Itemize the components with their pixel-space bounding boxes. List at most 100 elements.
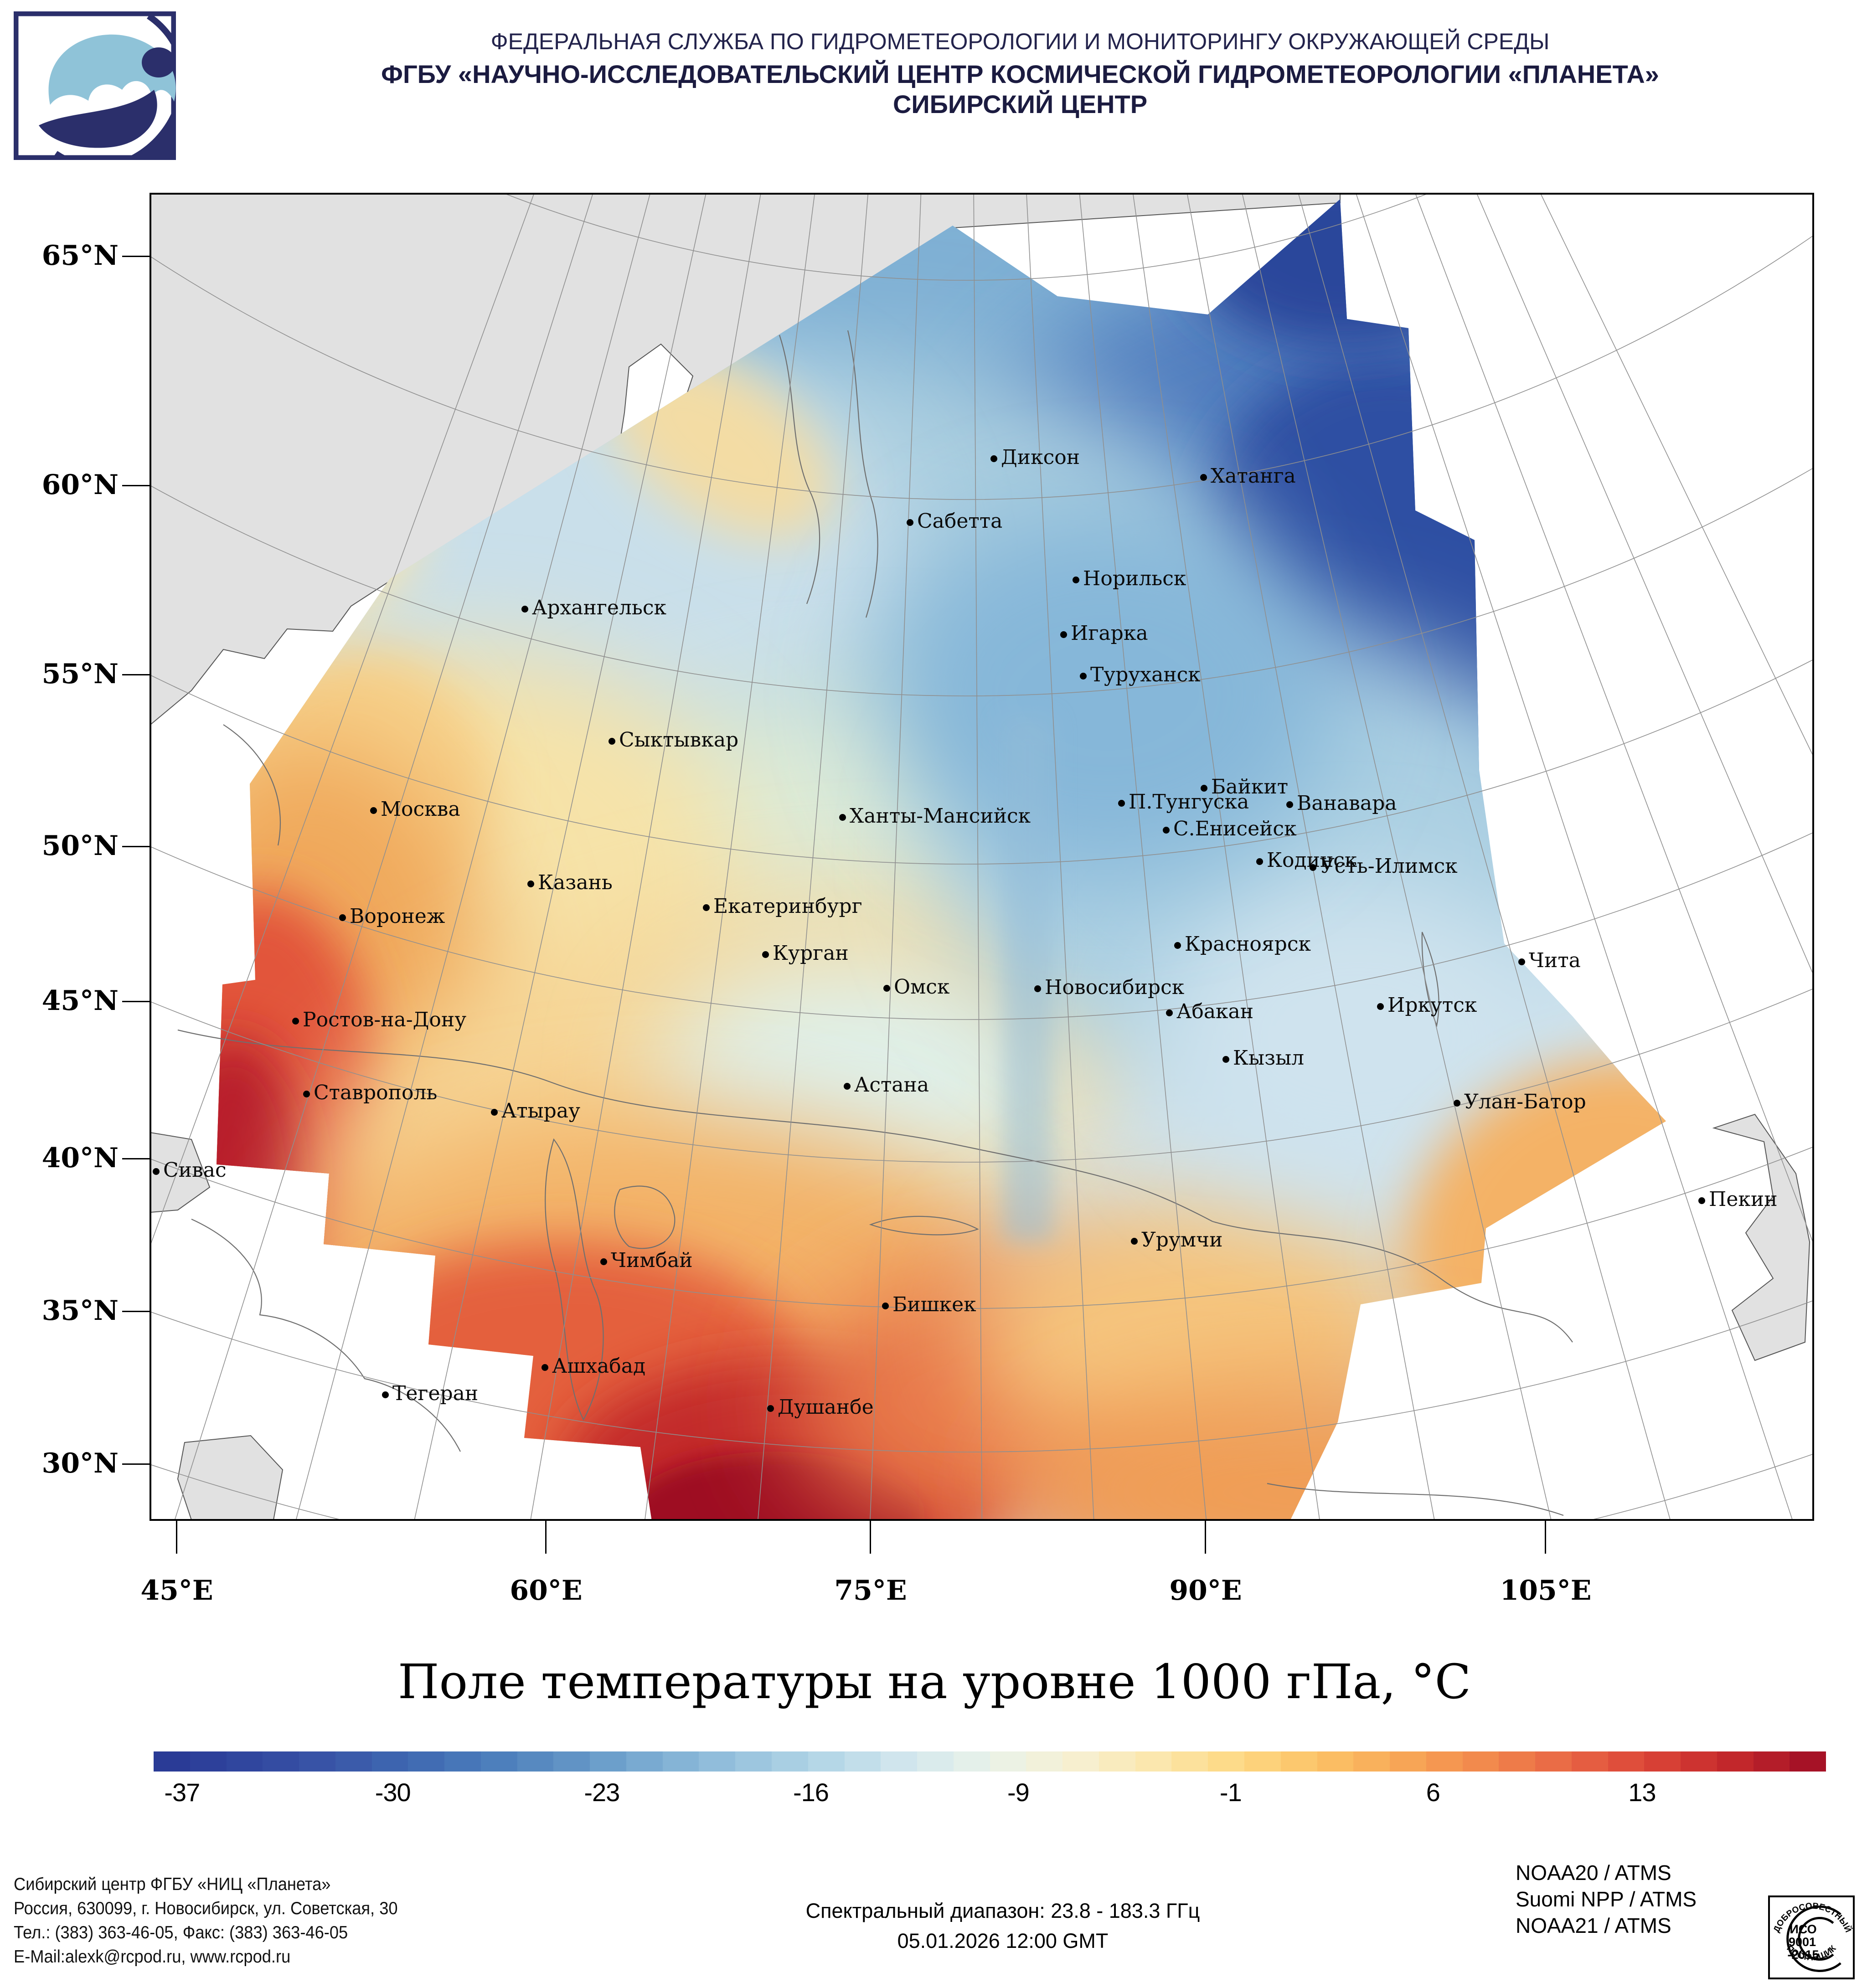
city-dot <box>153 1168 160 1175</box>
border-line <box>1421 932 1439 1027</box>
colorbar-tick-label: -1 <box>1219 1778 1242 1807</box>
city-label: Норильск <box>1083 567 1186 590</box>
lon-label: 105°E <box>1500 1575 1592 1607</box>
lon-label: 75°E <box>834 1575 907 1607</box>
city-label: Ванавара <box>1297 792 1397 815</box>
lon-label: 90°E <box>1169 1575 1242 1607</box>
city-dot <box>1256 858 1263 865</box>
city-dot <box>1222 1056 1229 1063</box>
meridian-95 <box>1132 194 1320 1520</box>
footer-center-block: Спектральный диапазон: 23.8 - 183.3 ГГц … <box>661 1896 1345 1956</box>
city-label: Ханты-Мансийск <box>850 804 1031 828</box>
colorbar-segment <box>1608 1751 1645 1772</box>
city-label: Архангельск <box>532 596 667 619</box>
border-line <box>223 724 281 846</box>
logo-wave <box>39 90 157 148</box>
city-label: Туруханск <box>1090 663 1201 686</box>
colorbar-segment <box>1717 1751 1754 1772</box>
colorbar-segment <box>1353 1751 1390 1772</box>
colorbar-segment <box>990 1751 1026 1772</box>
iso-9001-badge: ДОБРОСОВЕСТНЫЙ ПОСТАВЩИК ИСО 9001 -2015 <box>1768 1895 1855 1979</box>
city-dot <box>1200 474 1207 481</box>
temperature-map <box>150 193 1814 1521</box>
colorbar-segment <box>1208 1751 1244 1772</box>
city-dot <box>990 455 997 462</box>
header-line-3: СИБИРСКИЙ ЦЕНТР <box>892 90 1148 118</box>
colorbar-segment <box>1753 1751 1790 1772</box>
lon-tick <box>870 1521 871 1554</box>
lon-tick <box>1545 1521 1546 1554</box>
border-line <box>191 1218 461 1452</box>
colorbar-segment <box>808 1751 845 1772</box>
colorbar-segment <box>881 1751 918 1772</box>
colorbar-segment <box>735 1751 772 1772</box>
city-dot <box>882 1303 889 1309</box>
city-label: Чита <box>1529 949 1581 972</box>
meridian-80 <box>973 194 983 1520</box>
colorbar-tick-label: -16 <box>793 1778 829 1807</box>
colorbar-segment <box>154 1751 190 1772</box>
colorbar-segment <box>1462 1751 1499 1772</box>
city-dot <box>600 1258 607 1265</box>
header-line-1: ФЕДЕРАЛЬНАЯ СЛУЖБА ПО ГИДРОМЕТЕОРОЛОГИИ … <box>490 29 1550 54</box>
border-line <box>545 1138 604 1421</box>
datetime-stamp: 05.01.2026 12:00 GMT <box>897 1929 1109 1952</box>
iso-line3: -2015 <box>1787 1948 1819 1962</box>
meridian-50 <box>295 194 650 1520</box>
logo-satellite-dot <box>142 47 175 77</box>
city-label: Ставрополь <box>314 1081 438 1104</box>
iso-line2: 9001 <box>1789 1935 1816 1949</box>
iso-line1: ИСО <box>1790 1922 1816 1936</box>
header-line-2: ФГБУ «НАУЧНО-ИССЛЕДОВАТЕЛЬСКИЙ ЦЕНТР КОС… <box>381 60 1659 88</box>
meridian-65 <box>645 194 815 1520</box>
colorbar-segment <box>263 1751 299 1772</box>
swath-seam <box>1003 718 1053 1242</box>
footer-contact-line: Тел.: (383) 363-46-05, Факс: (383) 363-4… <box>14 1923 348 1942</box>
temp-blob <box>880 513 1336 877</box>
city-dot <box>382 1391 389 1398</box>
city-label: Омск <box>894 975 950 999</box>
colorbar-segment <box>917 1751 954 1772</box>
satellite-name: Suomi NPP / ATMS <box>1516 1887 1697 1911</box>
colorbar-segment <box>444 1751 481 1772</box>
footer-contact-line: Россия, 630099, г. Новосибирск, ул. Сове… <box>14 1899 398 1918</box>
colorbar-segment <box>1062 1751 1099 1772</box>
satellite-name: NOAA20 / ATMS <box>1516 1861 1671 1885</box>
temp-blob <box>1185 199 1504 349</box>
city-label: Екатеринбург <box>713 895 862 918</box>
spectral-range: Спектральный диапазон: 23.8 - 183.3 ГГц <box>805 1899 1200 1922</box>
colorbar-segment <box>190 1751 227 1772</box>
colorbar-segment <box>953 1751 990 1772</box>
city-label: Ростов-на-Дону <box>303 1008 467 1031</box>
colorbar-tick-label: -9 <box>1007 1778 1030 1807</box>
border-line <box>1212 1221 1573 1343</box>
meridian-115 <box>1356 194 1793 1520</box>
city-label: Сивас <box>163 1159 227 1182</box>
city-dot <box>521 606 528 613</box>
city-dot <box>1518 958 1525 965</box>
city-label: Ашхабад <box>552 1355 646 1378</box>
city-label: Урумчи <box>1141 1228 1223 1252</box>
border-line <box>177 1029 1213 1222</box>
city-dot <box>907 519 913 526</box>
colorbar-segment <box>1099 1751 1135 1772</box>
colorbar-segment <box>517 1751 554 1772</box>
border-line <box>614 1185 676 1249</box>
city-dot <box>292 1018 299 1025</box>
meridian-40 <box>150 194 535 1246</box>
city-label: Казань <box>538 871 613 894</box>
colorbar-segment <box>1499 1751 1536 1772</box>
lat-tick <box>122 485 150 486</box>
colorbar-segment <box>299 1751 335 1772</box>
lat-tick <box>122 674 150 675</box>
colorbar-segment <box>1026 1751 1063 1772</box>
city-label: Атырау <box>501 1099 580 1123</box>
colorbar-segment <box>553 1751 590 1772</box>
city-label: Астана <box>854 1073 929 1097</box>
meridian-85 <box>1026 194 1094 1520</box>
city-label: Тегеран <box>392 1382 479 1405</box>
planeta-logo-icon <box>14 11 176 160</box>
colorbar-segment <box>1390 1751 1426 1772</box>
colorbar-segment <box>1790 1751 1826 1772</box>
